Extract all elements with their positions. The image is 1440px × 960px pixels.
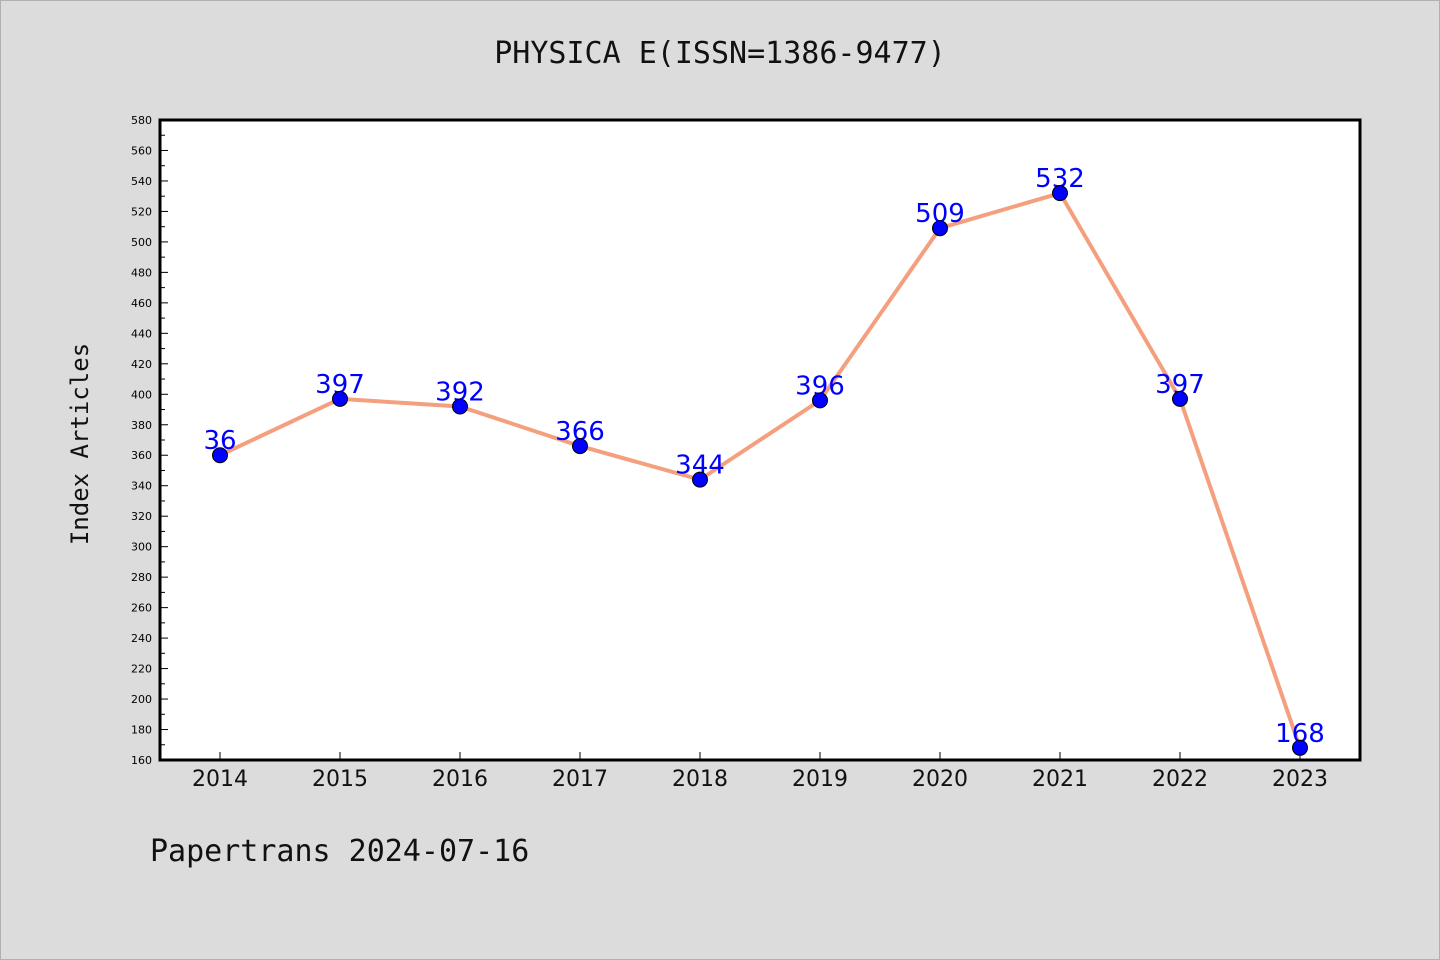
y-tick-label: 280 (131, 571, 152, 584)
y-tick-label: 360 (131, 449, 152, 462)
y-tick-label: 400 (131, 388, 152, 401)
data-point (452, 398, 468, 415)
y-tick-label: 500 (131, 236, 152, 249)
x-tick-label: 2022 (1152, 767, 1208, 792)
y-tick-label: 220 (131, 663, 152, 676)
y-tick-label: 200 (131, 693, 152, 706)
y-tick-label: 340 (131, 480, 152, 493)
data-point (1052, 185, 1068, 202)
data-point (332, 390, 348, 407)
x-axis-ticks: 2014 2015 2016 2017 2018 2019 2020 2021 2022 2023 (192, 752, 1328, 792)
y-tick-label: 540 (131, 175, 152, 188)
data-point (932, 220, 948, 237)
y-tick-label: 560 (131, 144, 152, 157)
data-point (1172, 390, 1188, 407)
chart-title: PHYSICA E(ISSN=1386-9477) (494, 36, 946, 71)
y-tick-label: 440 (131, 327, 152, 340)
x-tick-label: 2018 (672, 767, 728, 792)
y-tick-label: 260 (131, 602, 152, 615)
footer-text: Papertrans 2024-07-16 (150, 834, 530, 869)
x-tick-label: 2019 (792, 767, 848, 792)
x-tick-label: 2023 (1272, 767, 1328, 792)
x-tick-label: 2021 (1032, 767, 1088, 792)
y-tick-label: 380 (131, 419, 152, 432)
y-axis-ticks: 160 180 200 220 240 260 280 300 320 340 360 380 400 4… (131, 114, 168, 767)
x-tick-label: 2015 (312, 767, 368, 792)
y-tick-label: 240 (131, 632, 152, 645)
y-tick-label: 180 (131, 724, 152, 737)
data-point (812, 392, 828, 409)
y-tick-label: 320 (131, 510, 152, 523)
x-tick-label: 2017 (552, 767, 608, 792)
y-tick-label: 520 (131, 205, 152, 218)
y-tick-label: 580 (131, 114, 152, 127)
y-tick-label: 160 (131, 754, 152, 767)
x-tick-label: 2014 (192, 767, 248, 792)
data-point (212, 447, 228, 464)
x-tick-label: 2016 (432, 767, 488, 792)
plot-border (158, 118, 1362, 762)
y-tick-label: 460 (131, 297, 152, 310)
series-line (219, 191, 1302, 749)
y-tick-label: 420 (131, 358, 152, 371)
x-tick-label: 2020 (912, 767, 968, 792)
data-point (692, 471, 708, 488)
y-tick-label: 300 (131, 541, 152, 554)
y-tick-label: 480 (131, 266, 152, 279)
data-point (1292, 739, 1308, 756)
data-point (572, 438, 588, 455)
